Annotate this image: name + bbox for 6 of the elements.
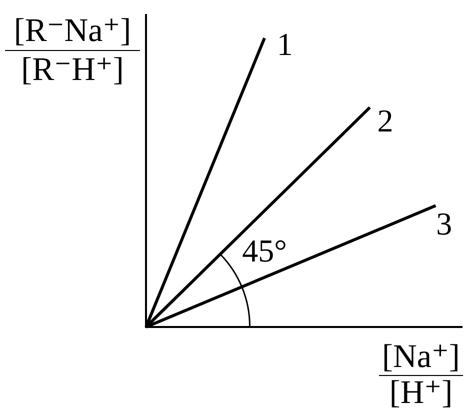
series-label: 1 bbox=[276, 26, 293, 62]
x-axis-title: [Na⁺] [H⁺] bbox=[381, 339, 461, 411]
annotation: 45° bbox=[242, 232, 287, 268]
series-label: 2 bbox=[377, 102, 394, 139]
y-axis-title: [R⁻Na⁺] [R⁻H⁺] bbox=[12, 12, 132, 89]
series-label: 3 bbox=[436, 205, 452, 242]
